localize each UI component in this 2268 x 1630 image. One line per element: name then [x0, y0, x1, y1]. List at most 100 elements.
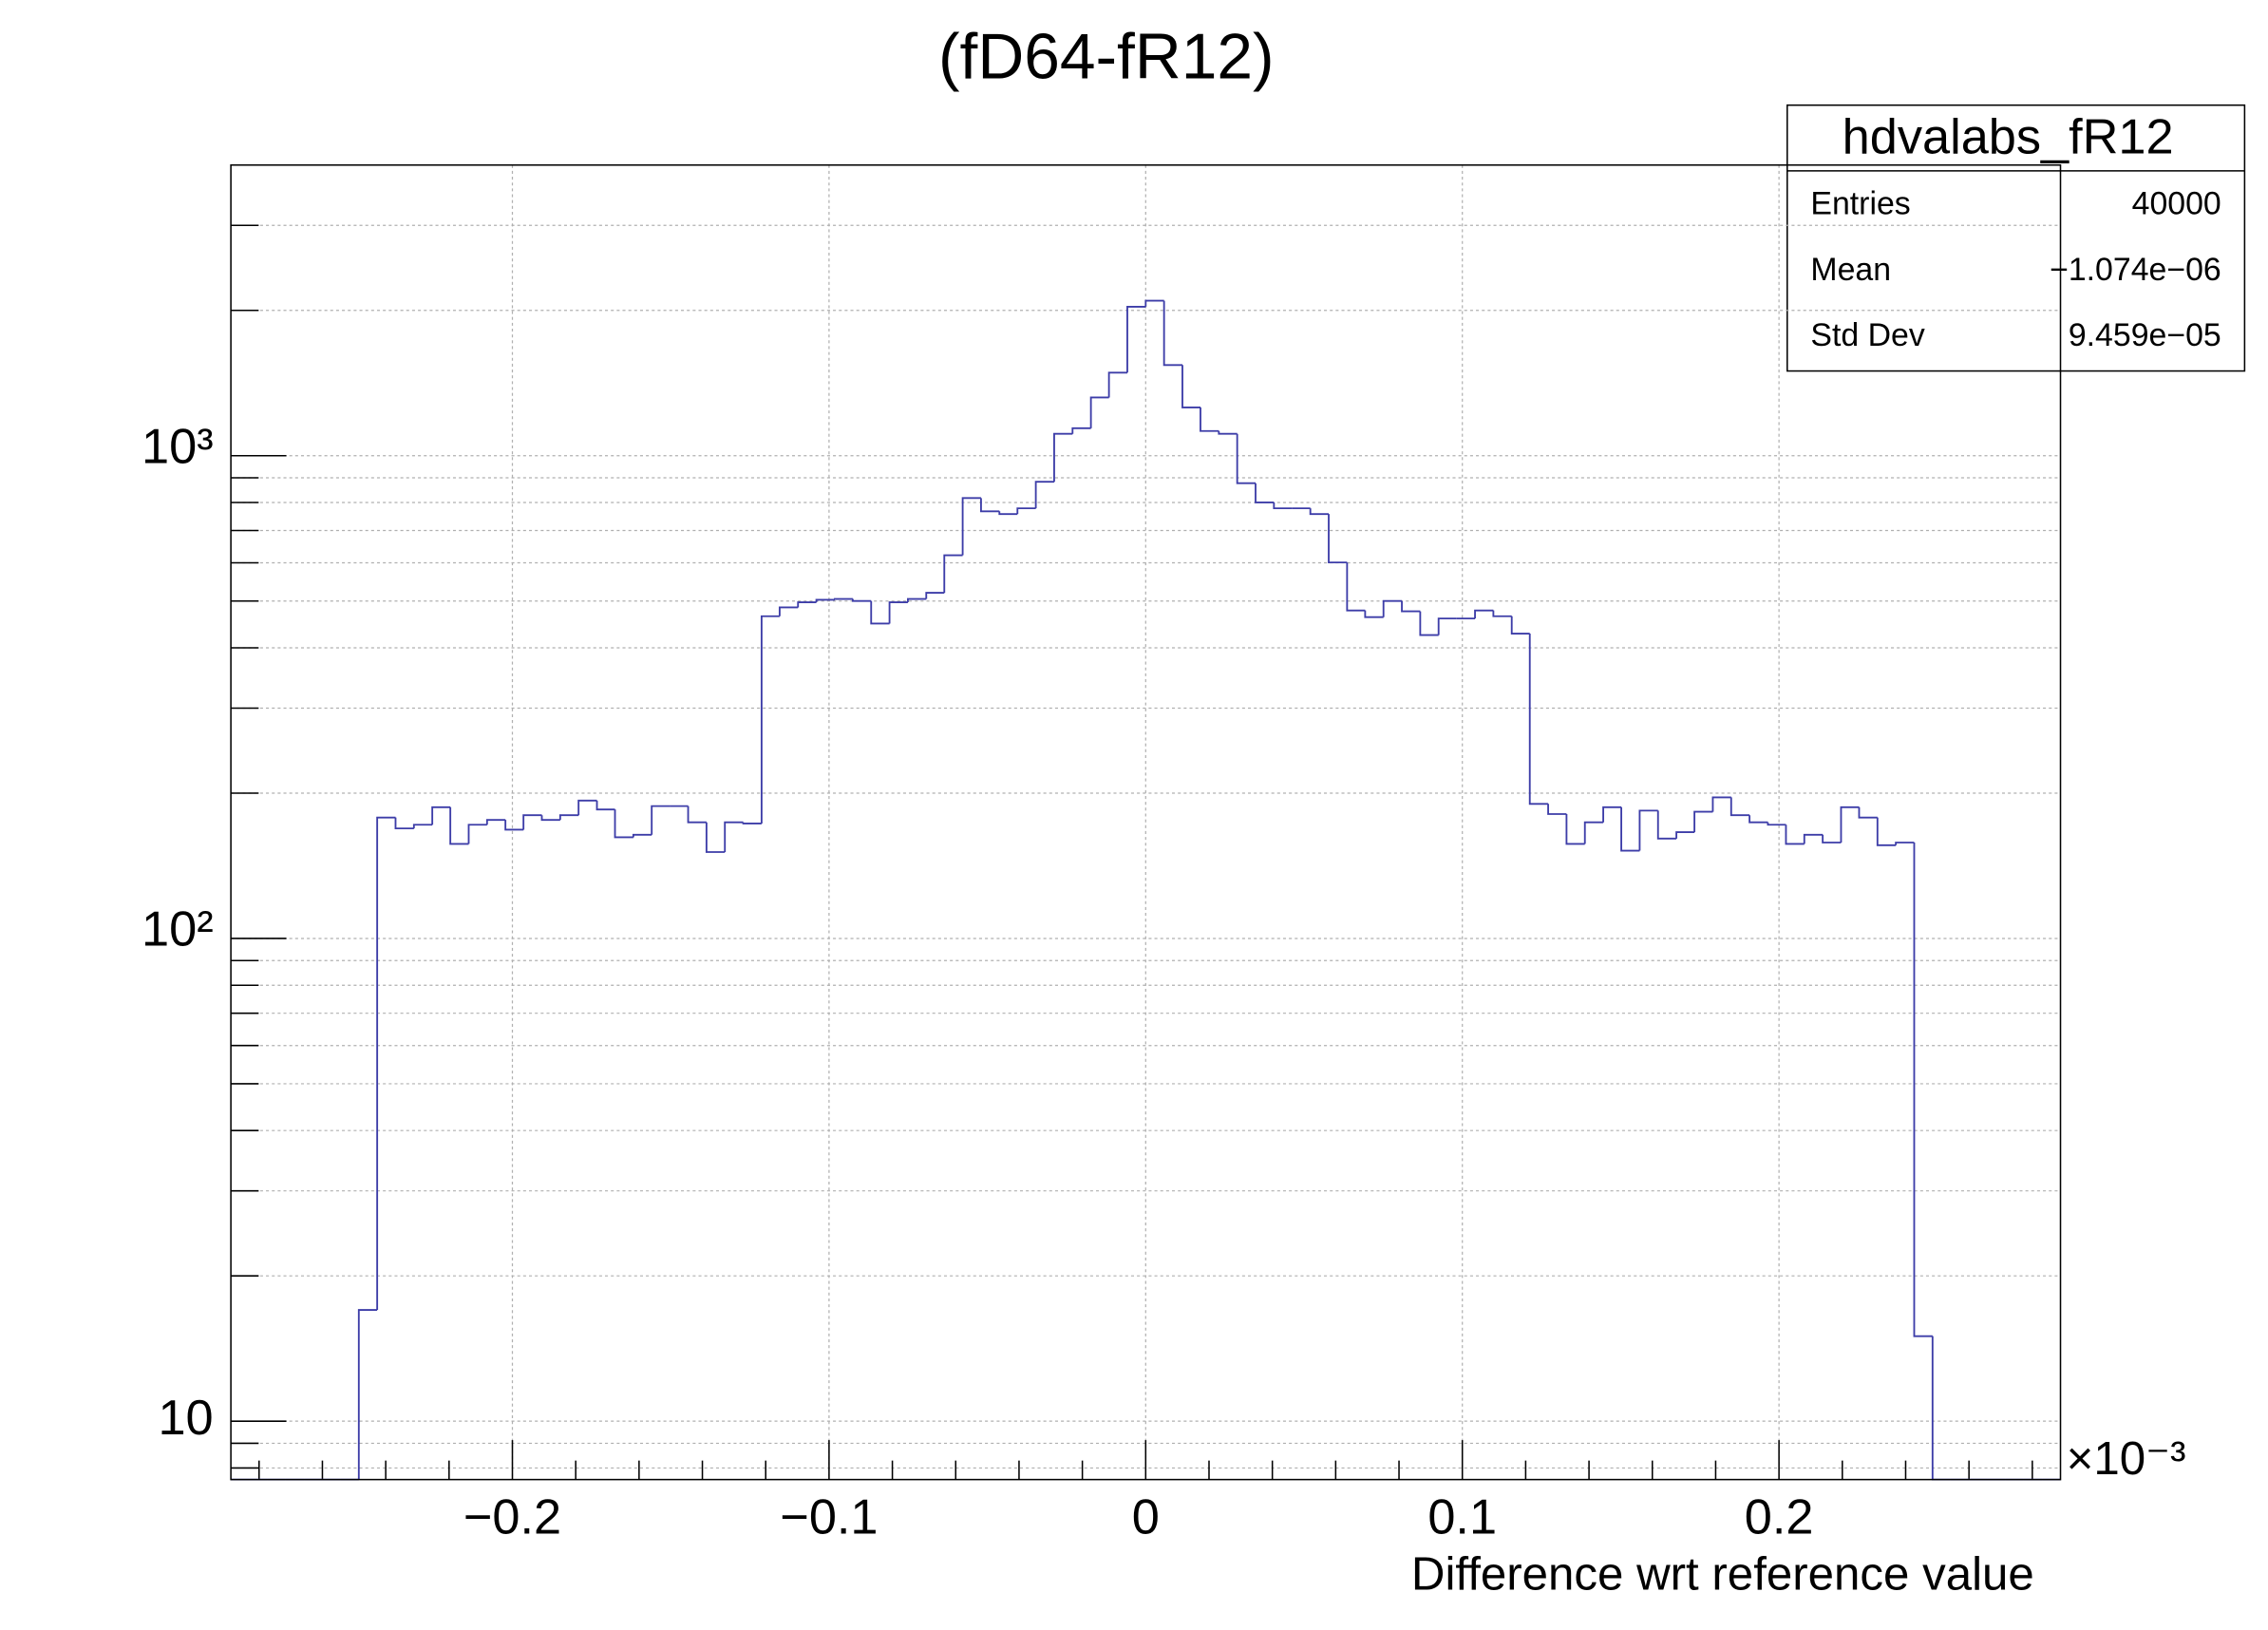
- histogram-bin: [687, 806, 707, 824]
- histogram-bin: [651, 805, 671, 835]
- histogram-bin: [1547, 804, 1567, 815]
- stats-title: hdvalabs_fR12: [1843, 109, 2174, 164]
- histogram-bin: [1858, 806, 1878, 819]
- histogram-bin: [1089, 396, 1109, 428]
- x-tick-label: −0.2: [463, 1490, 561, 1545]
- histogram-bin: [632, 833, 652, 838]
- histogram-bin: [412, 824, 433, 829]
- histogram-bin: [1510, 616, 1530, 635]
- histogram-bin: [558, 814, 579, 821]
- histogram-bin: [1822, 834, 1842, 843]
- stats-label: Mean: [1810, 252, 1891, 288]
- histogram-bin: [833, 597, 853, 600]
- histogram-bin: [1895, 842, 1915, 845]
- histogram-bin: [1693, 810, 1713, 833]
- histogram-bin: [1583, 821, 1604, 844]
- stats-label: Entries: [1810, 186, 1910, 222]
- histogram-bin: [742, 822, 762, 824]
- histogram-bin: [1419, 611, 1439, 636]
- histogram-bin: [1218, 430, 1238, 435]
- histogram-bin: [1382, 599, 1403, 617]
- stats-label: Std Dev: [1810, 317, 1924, 353]
- histogram-bin: [888, 601, 908, 624]
- histogram-bin: [1656, 810, 1677, 840]
- histogram-bin: [925, 592, 945, 599]
- histogram-bin: [705, 822, 726, 853]
- histogram-bin: [1565, 813, 1585, 845]
- histogram-bin: [540, 815, 560, 822]
- histogram-bin: [1309, 508, 1330, 516]
- histogram-bin: [1200, 407, 1219, 432]
- histogram-bin: [1273, 502, 1293, 510]
- histogram-bin: [485, 819, 506, 825]
- histogram-bin: [1255, 483, 1275, 503]
- histogram-bin: [1748, 815, 1768, 824]
- histogram-bin: [522, 814, 542, 830]
- histogram-bin: [1876, 817, 1897, 846]
- histogram-bin: [467, 824, 487, 844]
- histogram-bin: [431, 806, 451, 825]
- histogram-bin: [1729, 797, 1750, 817]
- histogram-bin: [1840, 806, 1860, 843]
- stats-frame: [1786, 104, 2246, 372]
- histogram-bin: [980, 498, 1000, 513]
- x-tick-label: −0.1: [780, 1490, 878, 1545]
- histogram-bin: [760, 615, 780, 824]
- histogram-bin: [1364, 610, 1384, 618]
- histogram-bin: [357, 1309, 378, 1480]
- stats-value: −1.074e−06: [2050, 252, 2221, 288]
- histogram-bin: [1803, 833, 1824, 844]
- chart-title: (fD64-fR12): [938, 21, 1275, 92]
- y-tick-label: 10: [158, 1391, 213, 1446]
- x-multiplier: ×10⁻³: [2067, 1432, 2186, 1485]
- x-tick-label: 0.1: [1427, 1490, 1497, 1545]
- y-tick-label: 10²: [142, 902, 214, 957]
- histogram-bin: [797, 601, 817, 608]
- histogram-bin: [778, 606, 799, 616]
- x-tick-label: 0: [1132, 1490, 1160, 1545]
- histogram-bin: [614, 809, 633, 839]
- histogram-bin: [1602, 806, 1622, 823]
- histogram-bin: [961, 497, 981, 556]
- histogram-bin: [943, 554, 963, 594]
- histogram-bin: [1126, 305, 1146, 373]
- histogram-bin: [1492, 610, 1512, 617]
- histogram-bin: [1711, 796, 1731, 812]
- histogram-bin: [394, 817, 414, 830]
- histogram-bin: [1401, 600, 1421, 613]
- stats-box: hdvalabs_fR12: [1786, 104, 2246, 372]
- histogram-bin: [1071, 426, 1091, 434]
- histogram-bin: [1144, 299, 1164, 307]
- histogram-bin: [376, 816, 396, 1311]
- histogram-bin: [724, 821, 744, 852]
- histogram-bin: [504, 820, 524, 831]
- histogram-bin: [595, 800, 615, 811]
- stats-value: 40000: [2132, 186, 2221, 222]
- x-axis-label: Difference wrt reference value: [1411, 1548, 2034, 1601]
- histogram-bin: [1162, 300, 1182, 367]
- histogram-bin: [1913, 842, 1933, 1337]
- histogram-bin: [1016, 507, 1036, 515]
- y-tick-label: 10³: [142, 419, 214, 474]
- histogram-bin: [1638, 809, 1658, 851]
- histogram-bin: [1767, 822, 1786, 826]
- plot-frame: [230, 163, 2062, 1481]
- histogram-bin: [1053, 432, 1073, 483]
- histogram-bin: [1785, 824, 1805, 845]
- histogram-bin: [870, 600, 890, 625]
- histogram-bin: [449, 806, 469, 845]
- histogram-bin: [1107, 371, 1127, 398]
- histogram-bin: [1181, 365, 1200, 408]
- histogram-bin: [1620, 806, 1640, 852]
- stats-value: 9.459e−05: [2069, 317, 2221, 353]
- histogram-bin: [1328, 514, 1348, 564]
- histogram-bin: [577, 799, 597, 816]
- histogram-bin: [1346, 562, 1366, 612]
- histogram-bin: [1236, 433, 1256, 484]
- x-tick-label: 0.2: [1745, 1490, 1814, 1545]
- histogram-bin: [1528, 634, 1549, 806]
- histogram-bin: [1675, 831, 1695, 839]
- histogram-bin: [906, 597, 927, 603]
